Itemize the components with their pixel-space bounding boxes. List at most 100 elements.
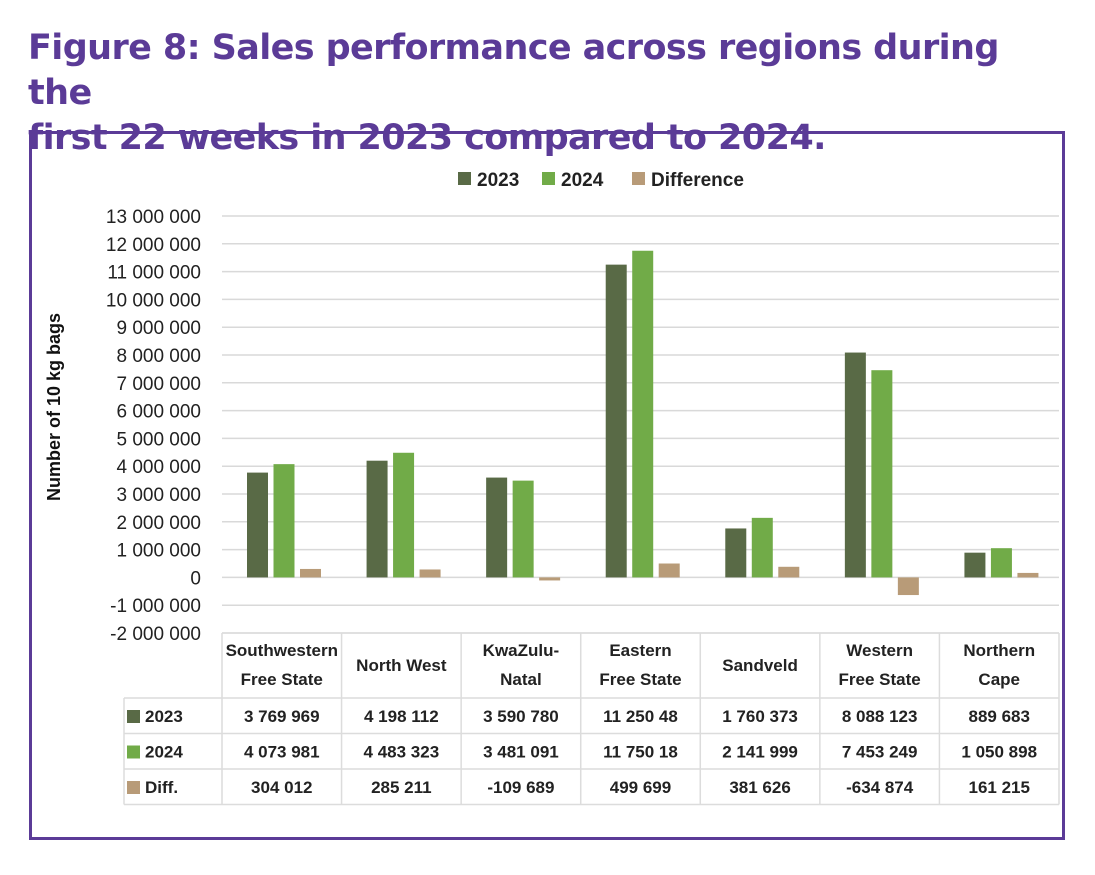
y-tick-label: 12 000 000: [106, 235, 201, 256]
bar-difference: [658, 563, 680, 578]
table-row-2024: 2024 4 073 981 4 483 323 3 481 091 11 750 18…: [127, 743, 1037, 762]
bar-2023: [725, 528, 747, 578]
bar-2024: [871, 370, 893, 578]
table-cell: 1 050 898: [961, 743, 1037, 762]
category-label: Eastern Free State: [599, 641, 681, 689]
category-label-text: KwaZulu-: [483, 641, 560, 660]
category-label: North West: [356, 656, 447, 675]
legend-item-2024: 2024: [542, 170, 604, 191]
bar-difference: [539, 577, 561, 581]
table-cell: 304 012: [251, 778, 312, 797]
category-label-text: Western: [846, 641, 913, 660]
y-tick-label: 9 000 000: [116, 318, 201, 339]
table-cell: -634 874: [846, 778, 914, 797]
category-label-text: Natal: [500, 670, 542, 689]
table-cell: 3 590 780: [483, 707, 559, 726]
row-legend-swatch: [127, 710, 140, 723]
category-label-text: Sandveld: [722, 656, 798, 675]
legend-swatch: [458, 172, 471, 185]
category-label: KwaZulu- Natal: [483, 641, 560, 689]
bar-group-north-west: [366, 452, 441, 578]
table-cell: 8 088 123: [842, 707, 918, 726]
category-label-text: Eastern: [609, 641, 671, 660]
table-cell: 499 699: [610, 778, 671, 797]
row-label: 2024: [145, 743, 183, 762]
bar-difference: [897, 577, 919, 596]
legend-item-difference: Difference: [632, 170, 744, 191]
bar-2024: [990, 548, 1012, 578]
legend-label: 2024: [561, 170, 604, 191]
table-cell: 4 198 112: [364, 707, 439, 726]
category-label-text: Free State: [599, 670, 681, 689]
bar-group-sandveld: [725, 517, 800, 578]
bar-2023: [486, 477, 508, 578]
row-label: Diff.: [145, 778, 178, 797]
bar-2023: [247, 472, 268, 578]
table-cell: 381 626: [729, 778, 790, 797]
y-tick-label: 7 000 000: [116, 374, 201, 395]
bar-2023: [844, 352, 866, 578]
category-label: Sandveld: [722, 656, 798, 675]
table-row-diff: Diff. 304 012 285 211 -109 689 499 699 381 62…: [127, 778, 1030, 797]
legend-swatch: [542, 172, 555, 185]
bar-2024: [393, 452, 415, 578]
row-legend-swatch: [127, 781, 140, 794]
y-tick-label: 11 000 000: [107, 263, 201, 284]
y-tick-label: -1 000 000: [110, 596, 201, 617]
y-tick-label: 1 000 000: [116, 541, 201, 562]
category-label: Northern Cape: [963, 641, 1035, 689]
y-tick-label: 10 000 000: [106, 290, 201, 311]
bar-2024: [632, 250, 654, 578]
category-label-text: Northern: [963, 641, 1035, 660]
y-axis-label: Number of 10 kg bags: [44, 313, 64, 501]
table-cell: 4 073 981: [244, 743, 320, 762]
table-cell: 7 453 249: [842, 743, 918, 762]
bar-2024: [273, 464, 295, 578]
bar-2024: [751, 517, 773, 578]
category-label-text: North West: [356, 656, 447, 675]
category-label-text: Southwestern: [226, 641, 338, 660]
y-tick-label: 0: [190, 568, 201, 589]
legend-label: 2023: [477, 170, 519, 191]
legend: 2023 2024 Difference: [458, 170, 744, 191]
bars: [247, 250, 1039, 596]
bar-2023: [366, 460, 388, 578]
category-label-text: Cape: [978, 670, 1020, 689]
table-cell: 11 250 48: [603, 707, 678, 726]
y-tick-label: -2 000 000: [110, 624, 201, 645]
table-cell: -109 689: [487, 778, 554, 797]
table-cell: 11 750 18: [603, 743, 678, 762]
figure-title: Figure 8: Sales performance across regio…: [28, 26, 1068, 161]
bar-2023: [964, 552, 986, 578]
table-cell: 161 215: [968, 778, 1029, 797]
table-cell: 889 683: [968, 707, 1029, 726]
row-legend-swatch: [127, 745, 140, 759]
chart-frame: [29, 131, 1065, 840]
category-label-text: Free State: [839, 670, 921, 689]
bar-difference: [419, 569, 441, 578]
figure-title-line-1: Figure 8: Sales performance across regio…: [28, 28, 999, 113]
y-tick-label: 13 000 000: [106, 207, 201, 228]
table-cell: 3 481 091: [483, 743, 559, 762]
bar-difference: [1017, 572, 1039, 578]
bar-group-kwazulu-natal: [486, 477, 561, 581]
legend-label: Difference: [651, 170, 744, 191]
bar-group-western-free-state: [844, 352, 919, 596]
y-axis-ticks: 13 000 000 12 000 000 11 000 000 10 000 000…: [106, 207, 201, 645]
bar-difference: [778, 566, 800, 578]
data-table: Southwestern Free State North West KwaZulu-…: [123, 632, 1060, 806]
table-cell: 3 769 969: [244, 707, 320, 726]
y-tick-label: 3 000 000: [116, 485, 201, 506]
table-cell: 2 141 999: [722, 743, 798, 762]
figure-title-line-2: first 22 weeks in 2023 compared to 2024.: [28, 118, 826, 158]
y-tick-label: 6 000 000: [116, 402, 201, 423]
y-tick-label: 8 000 000: [116, 346, 201, 367]
category-label: Western Free State: [839, 641, 921, 689]
table-row-2023: 2023 3 769 969 4 198 112 3 590 780 11 250 48…: [127, 707, 1030, 726]
y-tick-label: 4 000 000: [116, 457, 201, 478]
row-label: 2023: [145, 707, 183, 726]
category-label: Southwestern Free State: [226, 641, 338, 689]
bar-2023: [605, 264, 627, 578]
legend-item-2023: 2023: [458, 170, 519, 191]
